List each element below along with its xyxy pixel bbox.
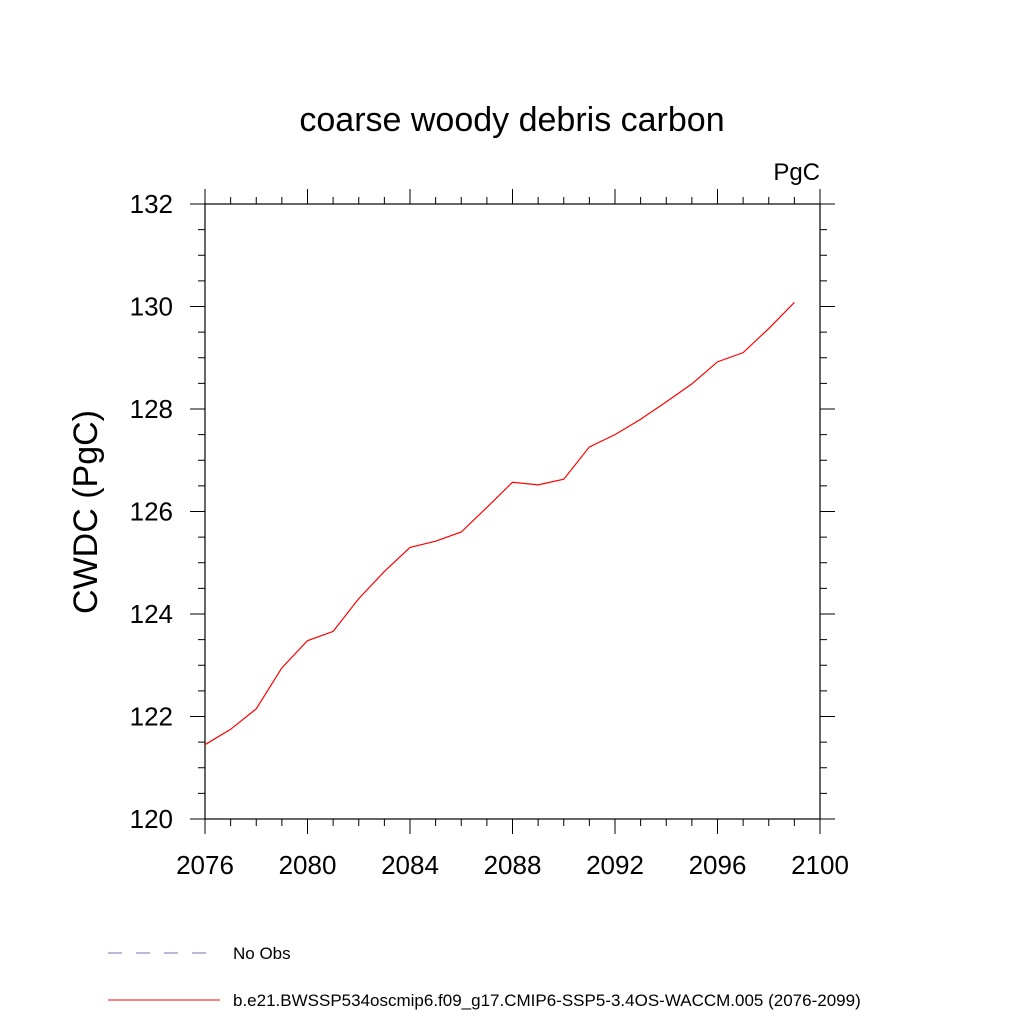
- units-label: PgC: [773, 159, 820, 186]
- legend: No Obs b.e21.BWSSP534oscmip6.f09_g17.CMIP…: [108, 944, 861, 1010]
- y-tick-label: 124: [130, 599, 173, 629]
- x-tick-label: 2076: [176, 850, 234, 880]
- y-tick-label: 132: [130, 189, 173, 219]
- x-tick-label: 2100: [791, 850, 849, 880]
- x-tick-label: 2092: [586, 850, 644, 880]
- legend-label-0: No Obs: [233, 944, 291, 963]
- x-tick-label: 2088: [484, 850, 542, 880]
- y-tick-label: 122: [130, 702, 173, 732]
- legend-label-1: b.e21.BWSSP534oscmip6.f09_g17.CMIP6-SSP5…: [233, 991, 861, 1010]
- y-tick-label: 130: [130, 292, 173, 322]
- x-tick-label: 2096: [689, 850, 747, 880]
- series-line-0: [204, 301, 795, 746]
- y-tick-label: 126: [130, 497, 173, 527]
- axes: 2076 2080 2084 2088 2092 2096 2100 120 122 124 126…: [130, 189, 849, 880]
- x-tick-label: 2080: [279, 850, 337, 880]
- plot-frame: [204, 203, 821, 820]
- y-axis-label: CWDC (PgC): [67, 410, 105, 614]
- y-tick-label: 120: [130, 804, 173, 834]
- x-tick-label: 2084: [381, 850, 439, 880]
- chart-title: coarse woody debris carbon: [299, 101, 724, 139]
- y-tick-label: 128: [130, 394, 173, 424]
- series-layer: [204, 301, 795, 746]
